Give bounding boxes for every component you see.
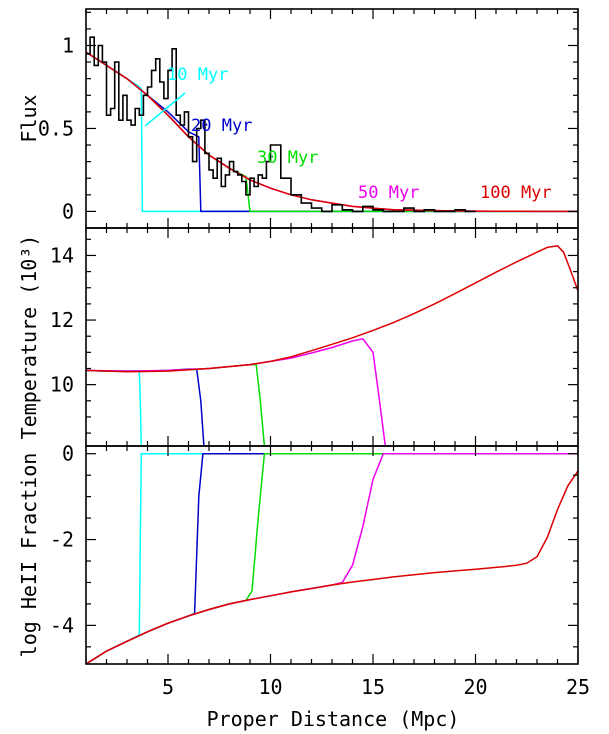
x-tick-label: 25 xyxy=(566,675,590,699)
ticks-bottom xyxy=(85,446,579,664)
panel-bottom: 0 -2 -4 log HeII Fraction xyxy=(17,442,579,665)
plot-area-middle xyxy=(86,244,578,446)
y-tick-label: 0 xyxy=(62,199,74,223)
ticks-middle xyxy=(85,228,579,446)
annotation-pointer xyxy=(144,92,186,127)
series-line-30-myr xyxy=(86,363,266,446)
y-tick-label: -2 xyxy=(50,528,74,552)
series-line-100-myr xyxy=(86,470,578,664)
series-line-10-myr xyxy=(86,369,143,446)
panel-frame xyxy=(85,227,579,447)
series-line-30-myr xyxy=(86,452,578,664)
x-tick-label: 5 xyxy=(162,675,174,699)
series-line-20-myr xyxy=(86,368,205,446)
panel-middle: 10 12 14 Temperature (10³) xyxy=(17,227,579,447)
plot-area-bottom xyxy=(86,452,578,664)
y-axis-label-bottom: log HeII Fraction xyxy=(17,453,41,658)
series-line-50-myr xyxy=(86,337,387,446)
series-line-100-myr xyxy=(86,244,578,373)
observed-flux-histogram xyxy=(86,36,476,213)
y-tick-label: 12 xyxy=(50,308,74,332)
y-axis-label-top: Flux xyxy=(17,94,41,142)
x-tick-label: 20 xyxy=(463,675,487,699)
annotation-30-myr: 30 Myr xyxy=(257,148,318,168)
series-line-100-myr xyxy=(86,51,578,213)
x-tick-labels: 5 10 15 20 25 xyxy=(162,675,590,699)
plot-area-top xyxy=(86,36,578,213)
panel-frame xyxy=(85,445,579,665)
annotation-100-myr: 100 Myr xyxy=(480,183,552,203)
ticks-top xyxy=(85,9,579,229)
annotation-20-myr: 20 Myr xyxy=(191,116,252,136)
x-axis-label: Proper Distance (Mpc) xyxy=(207,707,460,731)
annotation-10-myr: 10 Myr xyxy=(167,65,228,85)
y-tick-label: 0.5 xyxy=(38,116,74,140)
annotation-50-myr: 50 Myr xyxy=(358,183,419,203)
series-line-20-myr xyxy=(86,452,578,664)
y-axis-label-middle: Temperature (10³) xyxy=(17,235,41,440)
series-line-10-myr xyxy=(86,452,578,664)
x-tick-label: 15 xyxy=(361,675,385,699)
series-line-50-myr xyxy=(86,452,578,664)
y-tick-label: 14 xyxy=(50,243,74,267)
y-tick-label: 10 xyxy=(50,373,74,397)
x-tick-label: 10 xyxy=(258,675,282,699)
y-tick-label: 1 xyxy=(62,34,74,58)
y-tick-label: -4 xyxy=(50,613,74,637)
y-tick-label: 0 xyxy=(62,442,74,466)
